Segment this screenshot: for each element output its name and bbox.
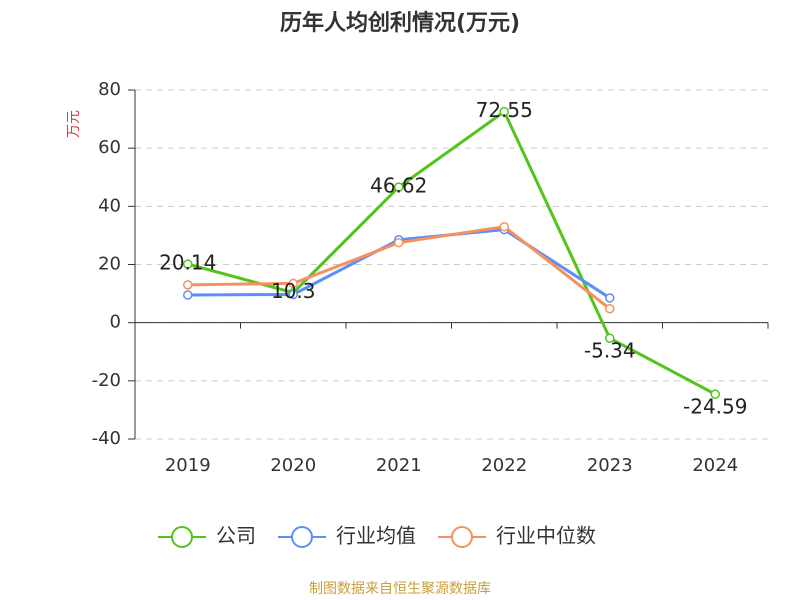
data-label: -5.34 [584, 339, 636, 363]
data-label: 72.55 [476, 98, 533, 122]
y-tick-label: 20 [98, 254, 121, 275]
legend-marker [291, 526, 313, 548]
legend-label: 公司 [216, 524, 256, 548]
legend-label: 行业均值 [336, 524, 416, 548]
data-point [605, 333, 615, 343]
legend-marker [171, 526, 193, 548]
data-point [288, 278, 298, 289]
chart-title: 历年人均创利情况(万元) [280, 10, 520, 36]
data-label: -24.59 [683, 395, 747, 419]
data-point [605, 293, 615, 303]
x-tick-label: 2021 [376, 455, 422, 476]
data-point [183, 280, 193, 290]
x-tick-label: 2022 [481, 455, 527, 476]
data-point [183, 259, 193, 269]
x-tick-label: 2024 [692, 455, 738, 476]
source-note: 制图数据来自恒生聚源数据库 [309, 581, 491, 597]
data-label: 46.62 [370, 174, 427, 198]
y-tick-label: -40 [92, 428, 121, 449]
series-line [187, 109, 716, 396]
x-tick-label: 2023 [587, 455, 633, 476]
legend-label: 行业中位数 [496, 524, 596, 548]
y-tick-label: 60 [98, 137, 121, 158]
data-point [499, 106, 509, 117]
y-tick-label: 0 [110, 312, 121, 333]
data-point [394, 237, 404, 248]
data-point [710, 389, 720, 399]
x-tick-label: 2019 [165, 455, 211, 476]
legend-marker [451, 526, 473, 548]
data-point [183, 290, 193, 300]
y-tick-label: 40 [98, 195, 121, 216]
x-tick-label: 2020 [270, 455, 316, 476]
data-label: 20.14 [159, 251, 216, 275]
y-tick-label: 80 [98, 79, 121, 100]
data-point [288, 289, 298, 300]
y-axis-label: 万元 [66, 110, 82, 138]
y-tick-label: -20 [92, 370, 121, 391]
data-point [394, 182, 404, 192]
data-label: 10.3 [271, 279, 316, 303]
data-point [499, 221, 509, 232]
data-point [605, 303, 615, 314]
